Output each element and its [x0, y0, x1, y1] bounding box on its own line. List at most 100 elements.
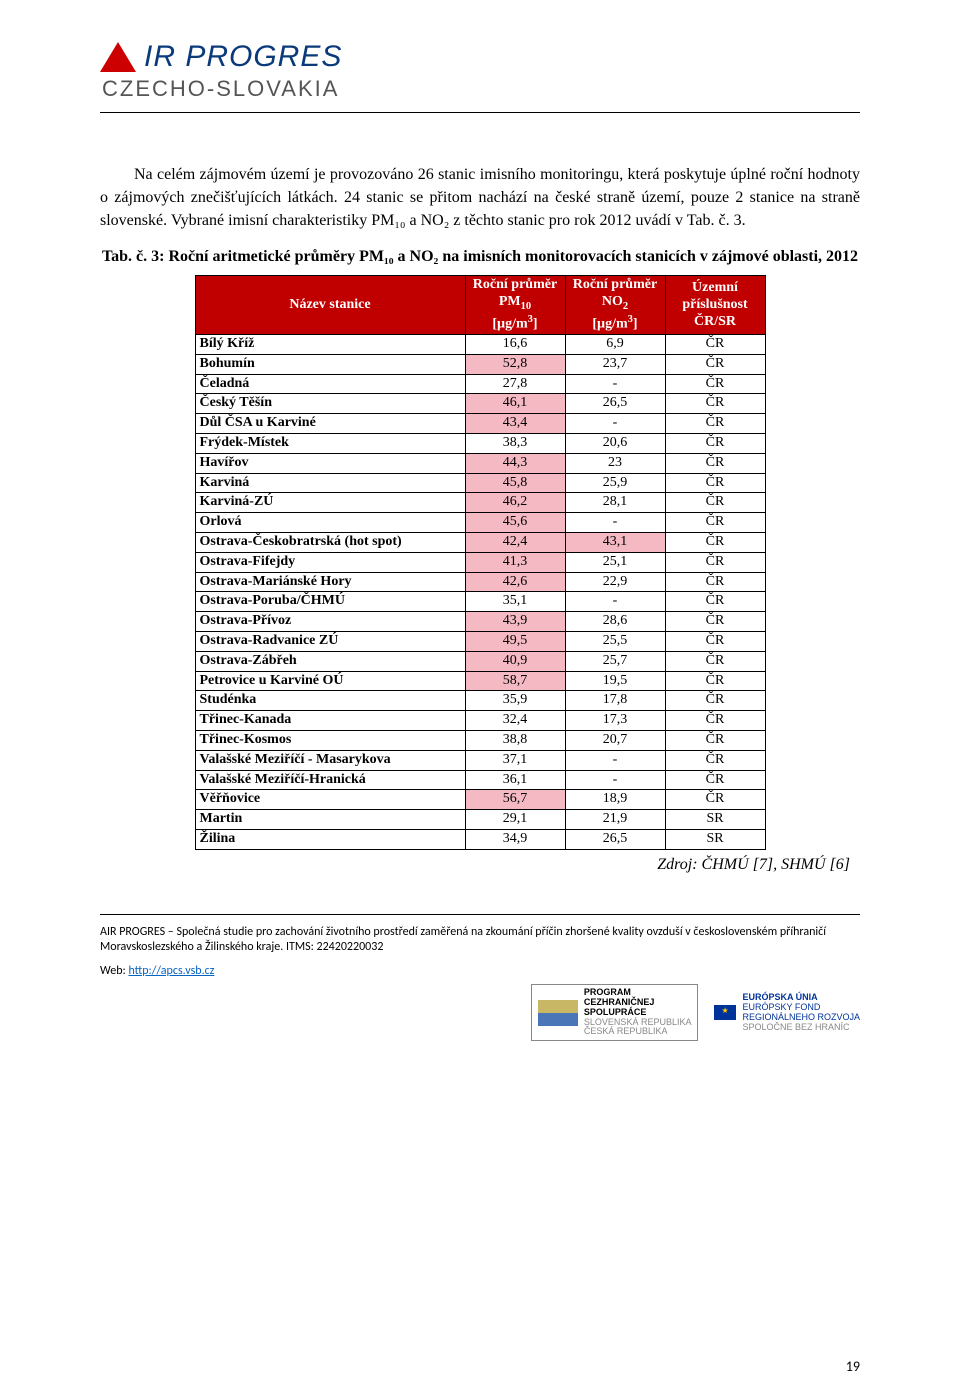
col-header-no2: Roční průměr NO2 [µg/m3]: [565, 276, 665, 335]
cell-region: ČR: [665, 532, 765, 552]
cell-station-name: Bílý Kříž: [195, 335, 465, 355]
cell-region: ČR: [665, 750, 765, 770]
cell-pm10: 56,7: [465, 790, 565, 810]
cell-station-name: Ostrava-Českobratrská (hot spot): [195, 532, 465, 552]
footer-text: AIR PROGRES – Společná studie pro zachov…: [100, 925, 860, 956]
cell-pm10: 35,9: [465, 691, 565, 711]
cell-no2: 18,9: [565, 790, 665, 810]
cell-no2: -: [565, 770, 665, 790]
table-row: Frýdek-Místek38,320,6ČR: [195, 433, 765, 453]
cell-no2: 26,5: [565, 394, 665, 414]
cell-no2: -: [565, 750, 665, 770]
cell-pm10: 32,4: [465, 711, 565, 731]
cell-no2: 17,8: [565, 691, 665, 711]
cell-region: ČR: [665, 354, 765, 374]
cell-region: ČR: [665, 473, 765, 493]
cell-region: ČR: [665, 414, 765, 434]
cell-region: ČR: [665, 552, 765, 572]
cell-no2: 21,9: [565, 810, 665, 830]
cell-no2: 25,1: [565, 552, 665, 572]
cell-region: ČR: [665, 612, 765, 632]
footer-badge-eu: EURÓPSKA ÚNIA EURÓPSKY FOND REGIONÁLNEHO…: [714, 993, 860, 1033]
cell-no2: 22,9: [565, 572, 665, 592]
cell-no2: 6,9: [565, 335, 665, 355]
cell-no2: 19,5: [565, 671, 665, 691]
document-page: IR PROGRES CZECHO-SLOVAKIA Na celém zájm…: [0, 0, 960, 1399]
header-rule: [100, 112, 860, 113]
cell-pm10: 38,8: [465, 730, 565, 750]
cell-pm10: 16,6: [465, 335, 565, 355]
cell-pm10: 49,5: [465, 631, 565, 651]
cell-pm10: 37,1: [465, 750, 565, 770]
table-row: Bohumín52,823,7ČR: [195, 354, 765, 374]
col-header-region: Územní příslušnost ČR/SR: [665, 276, 765, 335]
cell-station-name: Studénka: [195, 691, 465, 711]
cell-region: ČR: [665, 730, 765, 750]
table-row: Ostrava-Přívoz43,928,6ČR: [195, 612, 765, 632]
cell-region: ČR: [665, 433, 765, 453]
table-row: Český Těšín46,126,5ČR: [195, 394, 765, 414]
footer-web-link[interactable]: http://apcs.vsb.cz: [128, 964, 214, 978]
table-row: Karviná-ZÚ46,228,1ČR: [195, 493, 765, 513]
cell-region: ČR: [665, 335, 765, 355]
col-header-pm10: Roční průměr PM10 [µg/m3]: [465, 276, 565, 335]
cell-pm10: 46,1: [465, 394, 565, 414]
cell-station-name: Důl ČSA u Karviné: [195, 414, 465, 434]
cell-region: ČR: [665, 770, 765, 790]
table-row: Studénka35,917,8ČR: [195, 691, 765, 711]
stripes-icon: [538, 1000, 578, 1026]
cell-station-name: Ostrava-Radvanice ZÚ: [195, 631, 465, 651]
footer-logos: PROGRAM CEZHRANIČNEJ SPOLUPRÁCE SLOVENSK…: [100, 984, 860, 1041]
cell-station-name: Třinec-Kosmos: [195, 730, 465, 750]
cell-region: ČR: [665, 651, 765, 671]
table-row: Žilina34,926,5SR: [195, 829, 765, 849]
cell-no2: 25,9: [565, 473, 665, 493]
cell-no2: -: [565, 513, 665, 533]
table-body: Bílý Kříž16,66,9ČRBohumín52,823,7ČRČelad…: [195, 335, 765, 850]
cell-station-name: Ostrava-Přívoz: [195, 612, 465, 632]
table-row: Ostrava-Zábřeh40,925,7ČR: [195, 651, 765, 671]
page-number: 19: [846, 1358, 860, 1375]
cell-pm10: 34,9: [465, 829, 565, 849]
cell-no2: -: [565, 592, 665, 612]
footer-web: Web: http://apcs.vsb.cz: [100, 964, 860, 978]
cell-pm10: 46,2: [465, 493, 565, 513]
cell-region: SR: [665, 829, 765, 849]
header-logo: IR PROGRES: [100, 40, 860, 74]
cell-station-name: Valašské Meziříčí - Masarykova: [195, 750, 465, 770]
cell-no2: 25,5: [565, 631, 665, 651]
table-row: Třinec-Kanada32,417,3ČR: [195, 711, 765, 731]
cell-station-name: Třinec-Kanada: [195, 711, 465, 731]
cell-region: ČR: [665, 592, 765, 612]
table-row: Valašské Meziříčí - Masarykova37,1-ČR: [195, 750, 765, 770]
cell-region: ČR: [665, 671, 765, 691]
cell-station-name: Ostrava-Poruba/ČHMÚ: [195, 592, 465, 612]
col-header-name: Název stanice: [195, 276, 465, 335]
table-row: Martin29,121,9SR: [195, 810, 765, 830]
cell-region: ČR: [665, 453, 765, 473]
table-row: Ostrava-Radvanice ZÚ49,525,5ČR: [195, 631, 765, 651]
table-row: Třinec-Kosmos38,820,7ČR: [195, 730, 765, 750]
cell-pm10: 42,4: [465, 532, 565, 552]
cell-pm10: 43,4: [465, 414, 565, 434]
cell-no2: 23,7: [565, 354, 665, 374]
cell-station-name: Žilina: [195, 829, 465, 849]
eu-flag-icon: [714, 1005, 736, 1020]
cell-pm10: 58,7: [465, 671, 565, 691]
table-row: Petrovice u Karviné OÚ58,719,5ČR: [195, 671, 765, 691]
data-table: Název stanice Roční průměr PM10 [µg/m3] …: [195, 275, 766, 849]
cell-pm10: 35,1: [465, 592, 565, 612]
cell-region: ČR: [665, 631, 765, 651]
cell-region: SR: [665, 810, 765, 830]
logo-line1: IR PROGRES: [144, 40, 342, 74]
cell-station-name: Ostrava-Fifejdy: [195, 552, 465, 572]
table-row: Důl ČSA u Karviné43,4-ČR: [195, 414, 765, 434]
cell-pm10: 42,6: [465, 572, 565, 592]
table-row: Karviná45,825,9ČR: [195, 473, 765, 493]
cell-no2: 20,7: [565, 730, 665, 750]
cell-no2: 17,3: [565, 711, 665, 731]
table-row: Ostrava-Českobratrská (hot spot)42,443,1…: [195, 532, 765, 552]
cell-pm10: 52,8: [465, 354, 565, 374]
cell-station-name: Ostrava-Mariánské Hory: [195, 572, 465, 592]
cell-no2: 28,6: [565, 612, 665, 632]
